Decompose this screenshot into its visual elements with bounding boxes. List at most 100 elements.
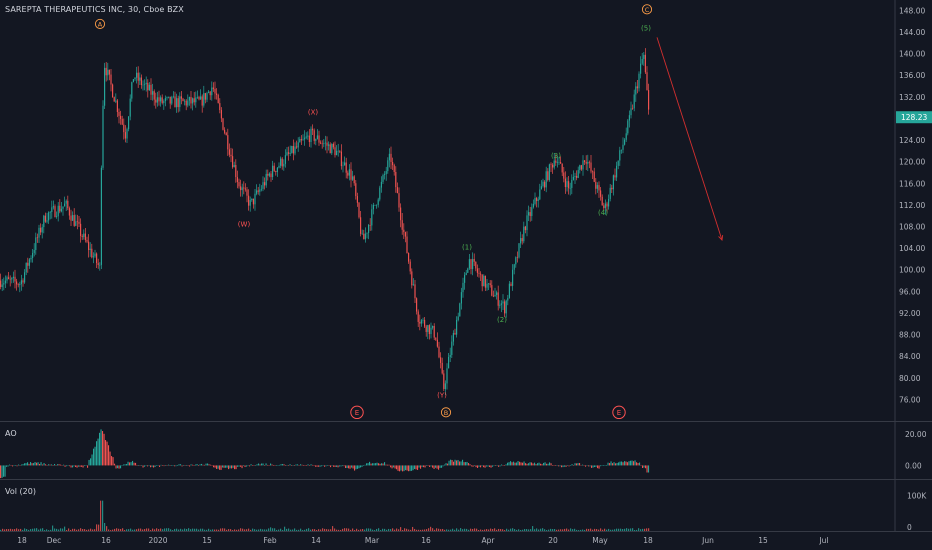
volume-bar bbox=[34, 528, 36, 531]
volume-bar bbox=[170, 529, 172, 531]
volume-bar bbox=[256, 529, 258, 531]
ao-bar bbox=[460, 461, 462, 466]
candle-body bbox=[235, 164, 237, 178]
volume-bar bbox=[126, 529, 128, 531]
ao-bar bbox=[312, 464, 314, 466]
volume-bar bbox=[132, 529, 134, 531]
volume-bar bbox=[28, 529, 30, 531]
ao-bar bbox=[435, 465, 437, 468]
volume-bar bbox=[430, 526, 432, 531]
ao-bar bbox=[118, 465, 120, 469]
candle-body bbox=[217, 95, 219, 104]
price-tick-label: 136.00 bbox=[899, 71, 925, 80]
ao-bar bbox=[619, 461, 621, 466]
ao-bar bbox=[609, 463, 611, 466]
candle-body bbox=[636, 86, 638, 89]
candle-body bbox=[238, 182, 240, 187]
wave-text: (5) bbox=[641, 24, 651, 32]
volume-bar bbox=[176, 528, 178, 531]
ao-bar bbox=[97, 438, 99, 466]
volume-bar bbox=[386, 529, 388, 531]
earnings-event-marker[interactable]: E bbox=[350, 405, 364, 420]
ao-bar bbox=[61, 465, 63, 466]
ao-bar bbox=[496, 465, 498, 466]
ao-bar bbox=[129, 462, 131, 466]
ao-bar bbox=[577, 463, 579, 466]
ao-bar bbox=[601, 465, 603, 466]
ao-bar bbox=[406, 465, 408, 471]
volume-bar bbox=[640, 529, 642, 531]
volume-bar bbox=[392, 528, 394, 531]
candle-body bbox=[188, 96, 190, 101]
candle-body bbox=[616, 165, 618, 178]
ao-bar bbox=[331, 465, 333, 466]
ao-bar bbox=[168, 464, 170, 466]
volume-bar bbox=[160, 528, 162, 531]
ao-bar bbox=[499, 465, 501, 467]
candle-body bbox=[355, 183, 357, 197]
candle-body bbox=[8, 277, 10, 279]
earnings-event-marker[interactable]: E bbox=[612, 405, 626, 420]
candle-body bbox=[68, 208, 70, 216]
candle-body bbox=[400, 207, 402, 221]
ao-bar bbox=[274, 465, 276, 466]
volume-bar bbox=[596, 529, 598, 531]
ao-bar bbox=[447, 463, 449, 466]
candle-body bbox=[408, 252, 410, 262]
candle-body bbox=[435, 337, 437, 340]
ao-bar bbox=[570, 465, 572, 466]
candle-body bbox=[112, 84, 114, 98]
candle-body bbox=[116, 100, 118, 112]
candle-body bbox=[19, 284, 21, 286]
candle-body bbox=[518, 243, 520, 258]
ao-bar bbox=[28, 463, 30, 466]
volume-bar bbox=[0, 529, 2, 531]
candle-body bbox=[251, 198, 253, 201]
volume-bar bbox=[214, 529, 216, 531]
candle-body bbox=[276, 167, 278, 173]
volume-bar bbox=[644, 528, 646, 531]
volume-bar bbox=[290, 529, 292, 531]
volume-bar bbox=[506, 528, 508, 531]
candle-body bbox=[548, 164, 550, 180]
volume-bar bbox=[88, 529, 90, 531]
ao-bar bbox=[49, 464, 51, 466]
volume-bar bbox=[486, 529, 488, 531]
volume-bar bbox=[560, 529, 562, 531]
candle-body bbox=[476, 268, 478, 273]
candle-body bbox=[57, 205, 59, 217]
volume-bar bbox=[360, 529, 362, 531]
volume-bar bbox=[562, 529, 564, 531]
ao-bar bbox=[295, 464, 297, 466]
ao-bar bbox=[556, 465, 558, 466]
candle-body bbox=[470, 259, 472, 270]
candle-body bbox=[536, 197, 538, 201]
price-axis[interactable]: 76.00 80.00 84.00 88.00 92.00 96.00 100.00 104.… bbox=[896, 6, 932, 532]
volume-bar bbox=[610, 529, 612, 531]
ao-bar bbox=[393, 465, 395, 468]
candle-body bbox=[630, 108, 632, 116]
candle-body bbox=[337, 150, 339, 152]
candle-body bbox=[472, 259, 474, 270]
ao-bar bbox=[384, 462, 386, 466]
volume-bar bbox=[16, 528, 18, 531]
candle-body bbox=[150, 84, 152, 95]
time-axis[interactable]: 18 Dec 16 2020 15 Feb 14 Mar 16 Apr 20 May 18 Jun 15 Ju… bbox=[17, 536, 828, 545]
candle-body bbox=[300, 139, 302, 141]
wave-circle bbox=[641, 4, 653, 15]
price-tick-label: 96.00 bbox=[899, 287, 921, 296]
ao-bar bbox=[15, 464, 17, 466]
volume-bar bbox=[648, 528, 650, 531]
ao-bar bbox=[480, 465, 482, 468]
volume-bar bbox=[296, 529, 298, 531]
ao-bar bbox=[618, 462, 620, 466]
volume-bar bbox=[150, 530, 152, 531]
ao-bar bbox=[475, 465, 477, 468]
ao-bar bbox=[160, 464, 162, 466]
ao-bar bbox=[58, 464, 60, 466]
volume-bar bbox=[270, 527, 272, 531]
ao-bar bbox=[157, 465, 159, 466]
candle-body bbox=[65, 200, 67, 204]
ao-bar bbox=[385, 464, 387, 466]
